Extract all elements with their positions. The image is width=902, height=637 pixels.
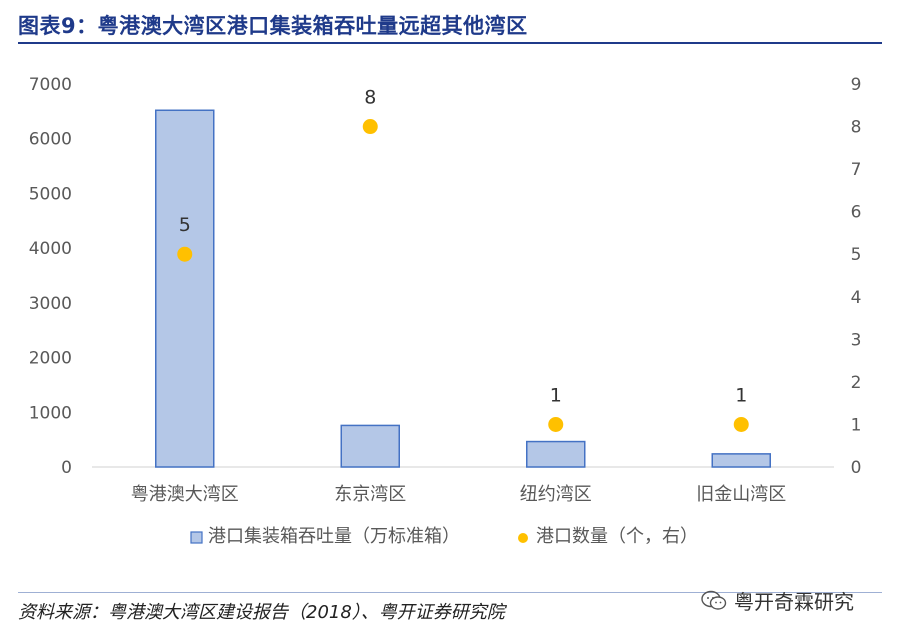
legend-dot-swatch	[518, 533, 528, 543]
source-note: 资料来源：粤港澳大湾区建设报告（2018）、粤开证券研究院	[18, 602, 505, 623]
combo-chart: 0 1000 2000 3000 4000 5000 6000 7000 0 1 2 3 4 5 6 7 8 9 粤…	[29, 75, 862, 547]
legend-dot-label: 港口数量（个，右）	[536, 526, 698, 547]
y-left-tick-label: 3000	[29, 294, 72, 314]
y-right-tick-label: 6	[851, 203, 862, 223]
y-left-tick-label: 4000	[29, 239, 72, 259]
x-tick-label: 旧金山湾区	[696, 484, 786, 505]
y-left-tick-label: 0	[61, 458, 72, 478]
scatter-point	[362, 119, 378, 135]
scatter-point	[733, 416, 749, 432]
bar	[155, 109, 215, 468]
watermark-text: 粤开奇霖研究	[734, 590, 854, 614]
y-right-tick-label: 3	[851, 330, 862, 350]
data-label: 8	[364, 87, 376, 109]
legend-bar-label: 港口集装箱吞吐量（万标准箱）	[208, 526, 460, 547]
y-right-tick-label: 2	[851, 373, 862, 393]
y-right-tick-label: 7	[851, 160, 862, 180]
x-tick-label: 粤港澳大湾区	[131, 484, 239, 505]
y-left-tick-label: 6000	[29, 130, 72, 150]
y-right-tick-label: 8	[851, 118, 862, 138]
data-label: 5	[179, 214, 191, 236]
bar	[711, 453, 771, 468]
data-label: 1	[550, 384, 562, 406]
y-right-tick-label: 0	[851, 458, 862, 478]
y-right-tick-label: 9	[851, 75, 862, 95]
y-left-tick-label: 7000	[29, 75, 72, 95]
y-left-tick-label: 5000	[29, 184, 72, 204]
legend-bar-swatch	[190, 531, 203, 544]
y-left-tick-label: 2000	[29, 349, 72, 369]
x-tick-label: 纽约湾区	[520, 484, 592, 505]
data-label: 1	[735, 384, 747, 406]
title-rule	[18, 42, 882, 44]
bar	[340, 424, 400, 468]
wechat-icon	[701, 590, 727, 610]
watermark: 粤开奇霖研究	[700, 586, 854, 615]
chart-title: 图表9：粤港澳大湾区港口集装箱吞吐量远超其他湾区	[18, 14, 528, 38]
scatter-point	[548, 416, 564, 432]
scatter-point	[177, 246, 193, 262]
source-rule	[18, 592, 882, 593]
x-tick-label: 东京湾区	[334, 484, 406, 505]
y-right-tick-label: 1	[851, 415, 862, 435]
bar	[526, 440, 586, 468]
y-right-tick-label: 4	[851, 288, 862, 308]
y-right-tick-label: 5	[851, 245, 862, 265]
y-left-tick-label: 1000	[29, 403, 72, 423]
